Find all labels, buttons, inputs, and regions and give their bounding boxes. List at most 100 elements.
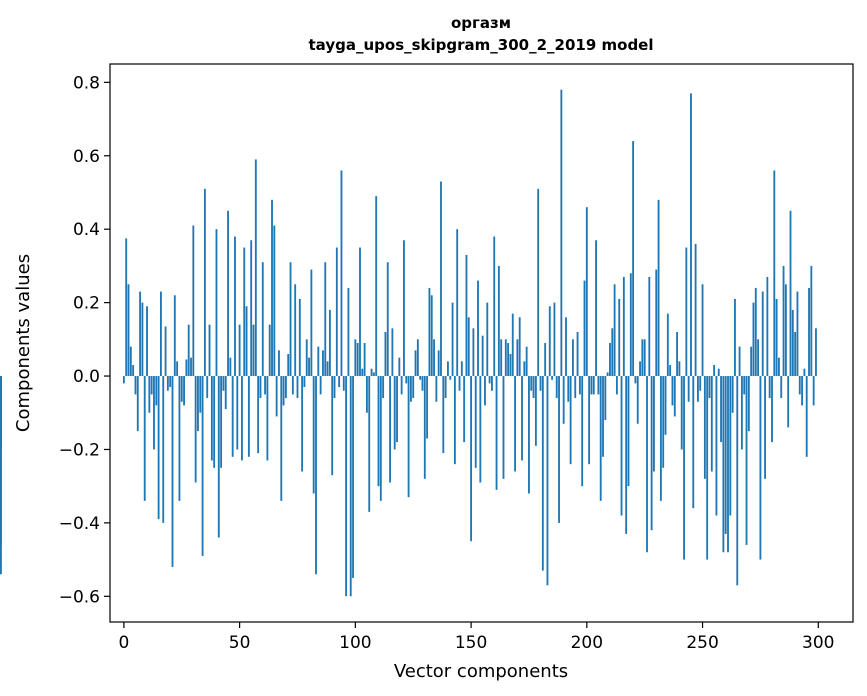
bar [231,376,234,457]
bar [215,229,218,377]
bar [409,376,412,402]
x-axis-ticks: 0 50 100 150 200 250 300 [118,622,835,653]
bar [368,376,371,512]
bar [317,346,320,377]
bar [342,376,345,391]
bar [185,359,188,377]
bar [805,376,808,457]
bar [655,269,658,377]
y-tick-label: −0.2 [59,440,100,460]
bar [472,328,475,377]
bar [518,317,521,377]
bar [497,265,500,377]
bar [335,247,338,377]
bar [648,276,651,377]
bar [254,159,257,377]
bar [352,376,354,578]
bar [544,343,547,377]
bar [220,376,223,468]
bar [294,284,297,377]
bar [766,276,769,377]
bar [324,262,327,377]
bar [210,376,213,461]
bar [372,372,375,377]
bar [400,376,403,395]
bar [423,376,426,479]
bar [659,376,662,501]
bar [252,324,255,377]
bar [208,324,211,377]
y-tick-label: −0.6 [59,587,100,607]
bar [759,376,762,560]
bar [178,376,181,501]
bar [713,365,716,377]
bar [789,210,792,377]
bar [618,298,621,377]
bar [687,376,690,402]
bar [541,376,544,571]
y-tick-label: 0.6 [73,147,100,167]
bar [412,376,415,399]
bar [738,346,741,377]
bar [692,376,695,509]
bar [437,350,440,377]
bar [546,376,549,586]
bar [724,376,727,534]
bar [379,376,382,501]
bar [164,326,167,377]
bar [636,376,639,424]
x-tick-label: 150 [455,633,487,653]
bar [576,331,579,377]
bar [467,317,470,377]
bar [488,376,491,384]
bar [528,376,530,494]
bar [298,298,301,377]
bar [289,262,292,377]
bar [530,376,533,391]
bar [201,376,204,556]
bar [213,376,216,468]
bar [308,357,310,377]
bar [257,376,260,454]
bar [136,376,139,432]
bar [708,376,711,399]
bar [171,376,174,567]
bar [696,376,699,402]
bar [227,210,229,377]
bar [370,368,373,377]
bar [139,291,142,377]
bar [664,376,667,435]
bar [421,376,424,391]
bar [539,376,542,391]
x-tick-label: 300 [802,633,834,653]
bar [435,376,438,402]
bar [558,376,560,523]
bar [613,284,616,377]
bar [203,188,206,377]
bar [275,376,278,417]
bar [315,376,317,575]
bar [375,196,378,377]
bar [157,376,160,520]
bar [416,339,419,377]
bar [632,141,635,377]
bar [671,376,674,406]
axes-background [110,64,853,622]
bar [456,229,459,377]
bar [183,376,185,406]
bar [583,280,586,377]
bar [537,188,540,377]
bar [282,376,285,406]
bar [261,262,264,377]
bar [301,376,304,472]
bar [447,361,449,377]
bar [331,376,334,476]
bar [662,376,665,468]
bar [588,376,591,465]
bar [155,376,158,406]
bar [761,291,764,377]
bar [241,376,243,461]
bar [581,376,584,487]
bar [585,207,588,377]
y-tick-label: 0.4 [73,220,100,240]
